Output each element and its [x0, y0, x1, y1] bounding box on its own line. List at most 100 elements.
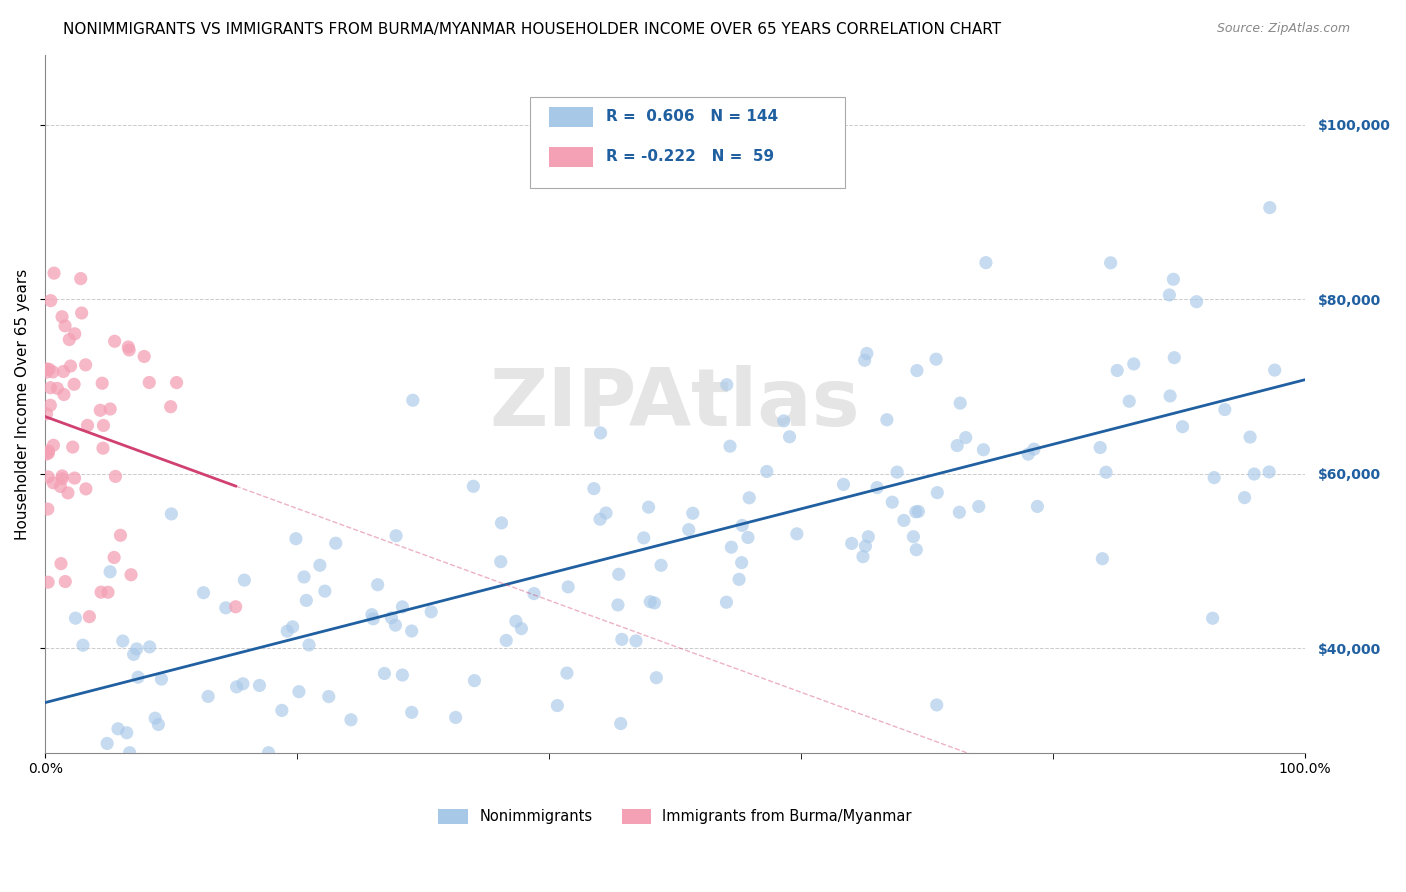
- Point: [444, 710, 467, 724]
- Point: [257, 746, 280, 760]
- Point: [716, 377, 738, 392]
- Point: [385, 529, 408, 543]
- Point: [1122, 357, 1144, 371]
- Point: [1201, 611, 1223, 625]
- Point: [111, 634, 134, 648]
- Point: [609, 716, 631, 731]
- Point: [127, 670, 149, 684]
- Point: [1017, 447, 1039, 461]
- Point: [391, 668, 413, 682]
- Point: [678, 523, 700, 537]
- Point: [1258, 201, 1281, 215]
- Legend: Nonimmigrants, Immigrants from Burma/Myanmar: Nonimmigrants, Immigrants from Burma/Mya…: [439, 809, 912, 824]
- Point: [39, 398, 62, 412]
- Point: [1239, 430, 1261, 444]
- Point: [35, 407, 58, 421]
- Point: [308, 558, 330, 573]
- Point: [110, 528, 132, 542]
- Point: [232, 677, 254, 691]
- Point: [93, 418, 115, 433]
- Point: [589, 425, 612, 440]
- Point: [75, 482, 97, 496]
- Point: [720, 540, 742, 554]
- Point: [42, 438, 65, 452]
- Point: [905, 542, 928, 557]
- Point: [62, 440, 84, 454]
- Point: [193, 585, 215, 599]
- Point: [35, 447, 58, 461]
- Point: [907, 504, 929, 518]
- Point: [882, 495, 904, 509]
- Point: [63, 471, 86, 485]
- Point: [1243, 467, 1265, 481]
- Point: [645, 671, 668, 685]
- Point: [624, 634, 647, 648]
- Point: [51, 310, 73, 324]
- Point: [37, 446, 59, 460]
- Point: [197, 690, 219, 704]
- Point: [148, 717, 170, 731]
- Point: [281, 620, 304, 634]
- Point: [633, 531, 655, 545]
- Point: [955, 431, 977, 445]
- Point: [325, 536, 347, 550]
- Point: [903, 530, 925, 544]
- Point: [51, 472, 73, 486]
- Point: [318, 690, 340, 704]
- Point: [853, 353, 876, 368]
- Point: [284, 532, 307, 546]
- Point: [150, 672, 173, 686]
- Point: [53, 318, 76, 333]
- Point: [1099, 256, 1122, 270]
- Point: [832, 477, 855, 491]
- Point: [555, 666, 578, 681]
- Point: [402, 393, 425, 408]
- Point: [143, 711, 166, 725]
- Point: [104, 469, 127, 483]
- Point: [122, 648, 145, 662]
- Point: [298, 638, 321, 652]
- Point: [37, 470, 59, 484]
- Point: [1095, 465, 1118, 479]
- Point: [72, 638, 94, 652]
- Point: [595, 506, 617, 520]
- Point: [159, 400, 181, 414]
- Point: [384, 618, 406, 632]
- Point: [42, 365, 65, 379]
- Point: [49, 479, 72, 493]
- Point: [138, 640, 160, 654]
- Point: [841, 536, 863, 550]
- Point: [682, 506, 704, 520]
- Point: [643, 596, 665, 610]
- Point: [70, 306, 93, 320]
- Point: [1258, 465, 1281, 479]
- Point: [610, 632, 633, 647]
- Point: [974, 255, 997, 269]
- Point: [39, 381, 62, 395]
- Y-axis label: Householder Income Over 65 years: Householder Income Over 65 years: [15, 268, 30, 540]
- Point: [39, 293, 62, 308]
- Point: [96, 736, 118, 750]
- Point: [1233, 491, 1256, 505]
- Point: [546, 698, 568, 713]
- Point: [856, 346, 879, 360]
- Point: [582, 482, 605, 496]
- Point: [972, 442, 994, 457]
- Point: [737, 531, 759, 545]
- Point: [1159, 389, 1181, 403]
- Point: [63, 377, 86, 392]
- Point: [340, 713, 363, 727]
- Point: [779, 430, 801, 444]
- Point: [1264, 363, 1286, 377]
- Point: [589, 512, 612, 526]
- Point: [56, 486, 79, 500]
- Point: [134, 350, 156, 364]
- Point: [104, 334, 127, 349]
- Point: [638, 594, 661, 608]
- Point: [42, 475, 65, 490]
- Point: [37, 444, 59, 458]
- Point: [35, 365, 58, 379]
- Point: [42, 266, 65, 280]
- Point: [463, 479, 485, 493]
- Point: [118, 746, 141, 760]
